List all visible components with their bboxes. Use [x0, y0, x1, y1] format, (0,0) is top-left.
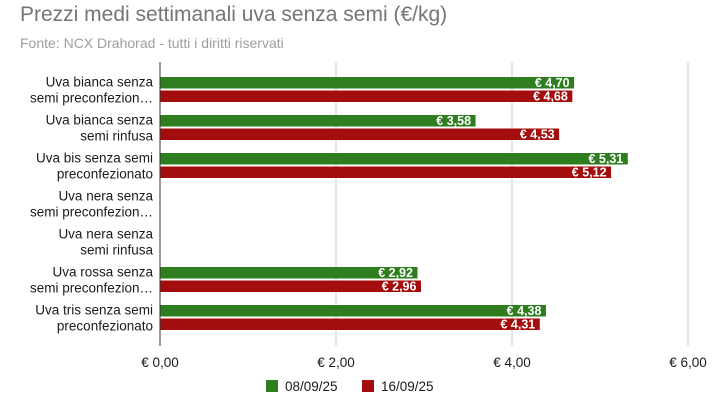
category-labels: Uva bianca senza semi preconfezion… Uva bi…: [30, 75, 154, 334]
data-label: € 5,12: [572, 166, 607, 180]
category-label: Uva nera senza semi preconfezion…: [30, 189, 154, 220]
category-label: Uva bianca senza semi rinfusa: [46, 113, 154, 144]
x-tick-label: € 0,00: [141, 355, 179, 370]
bar: [160, 77, 575, 89]
legend-swatch: [362, 380, 374, 392]
legend-label: 08/09/25: [285, 379, 338, 394]
legend: 08/09/25 16/09/25: [266, 379, 434, 394]
bars: € 4,70 € 3,58 € 5,31 € 2,92 € 4,38 € 4,68 € 4,…: [160, 76, 628, 332]
bar: [160, 280, 421, 292]
chart-title: Prezzi medi settimanali uva senza semi (…: [20, 3, 448, 26]
bar: [160, 318, 540, 330]
data-label: € 5,31: [589, 152, 624, 166]
bar: [160, 166, 612, 178]
category-label: Uva nera senza semi rinfusa: [58, 227, 153, 258]
x-axis-ticks: € 0,00 € 2,00 € 4,00 € 6,00: [141, 355, 707, 370]
data-label: € 4,70: [535, 76, 570, 90]
data-label: € 4,68: [533, 90, 568, 104]
category-label: Uva bianca senza semi preconfezion…: [30, 75, 154, 106]
data-label: € 4,53: [520, 128, 555, 142]
x-tick-label: € 4,00: [493, 355, 531, 370]
category-label: Uva tris senza semi preconfezionato: [35, 303, 153, 334]
chart-subtitle: Fonte: NCX Drahorad - tutti i diritti ri…: [20, 35, 284, 51]
gridlines: [159, 62, 689, 346]
data-label: € 3,58: [436, 114, 471, 128]
data-label: € 4,31: [501, 318, 536, 332]
bar: [160, 305, 546, 317]
x-tick-label: € 2,00: [317, 355, 355, 370]
bar: [160, 115, 476, 127]
data-label: € 2,96: [382, 280, 417, 294]
bar: [160, 128, 560, 140]
x-tick-label: € 6,00: [669, 355, 707, 370]
category-label: Uva bis senza semi preconfezionato: [36, 151, 153, 182]
category-label: Uva rossa senza semi preconfezion…: [30, 265, 154, 296]
legend-label: 16/09/25: [381, 379, 434, 394]
bar: [160, 267, 418, 279]
bar: [160, 90, 573, 102]
bar: [160, 153, 628, 165]
data-label: € 2,92: [378, 266, 413, 280]
data-label: € 4,38: [507, 304, 542, 318]
legend-swatch: [266, 380, 278, 392]
